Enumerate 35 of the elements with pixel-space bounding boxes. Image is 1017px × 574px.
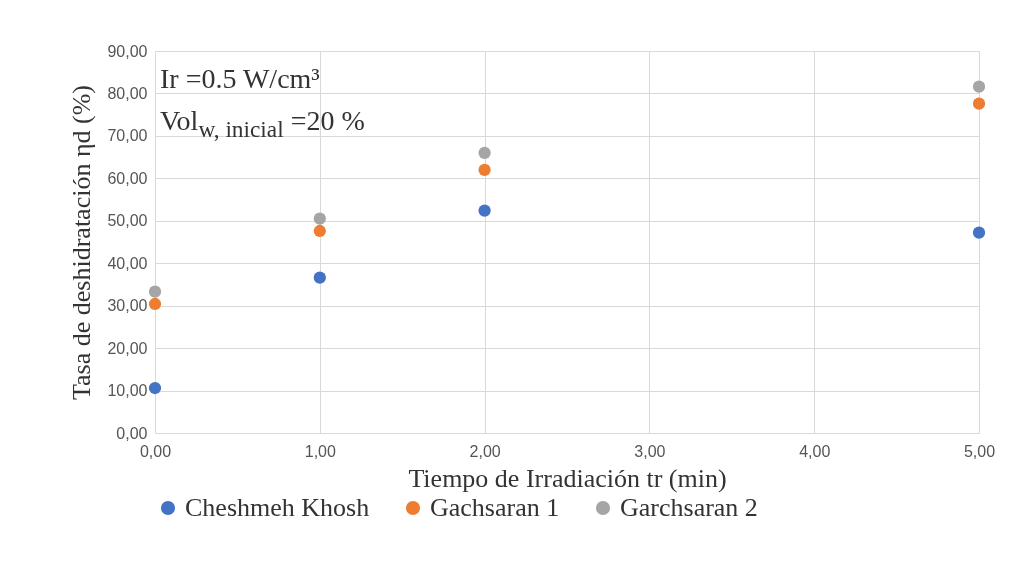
y-tick-label: 30,00 xyxy=(107,297,148,315)
y-tick-label: 20,00 xyxy=(107,339,148,357)
y-tick-label: 90,00 xyxy=(107,42,148,60)
x-tick-label: 3,00 xyxy=(634,442,666,460)
point xyxy=(972,97,986,110)
y-tick-label: 80,00 xyxy=(107,84,148,102)
x-axis-title: Tiempo de Irradiación tr (min) xyxy=(408,463,727,493)
annotation: Ir =0.5 W/cm³ xyxy=(160,62,321,96)
x-tick-label: 0,00 xyxy=(139,442,172,460)
point xyxy=(478,204,491,217)
y-tick-label: 10,00 xyxy=(107,382,148,400)
annotation: Vol$_{w, inicial}$ =20 % xyxy=(160,104,365,144)
point xyxy=(148,297,162,311)
point xyxy=(148,381,162,395)
point xyxy=(478,146,491,159)
point xyxy=(148,285,162,298)
y-tick-label: 60,00 xyxy=(107,169,148,187)
point xyxy=(972,226,986,239)
point xyxy=(478,163,491,176)
point xyxy=(313,212,326,225)
legend-label: Gachsaran 1 xyxy=(430,493,560,522)
x-tick-label: 2,00 xyxy=(469,442,501,460)
y-tick-label: 50,00 xyxy=(107,212,148,230)
y-tick-label: 70,00 xyxy=(107,127,148,145)
legend-label: Cheshmeh Khosh xyxy=(185,493,370,522)
point xyxy=(313,224,326,238)
x-tick-label: 4,00 xyxy=(799,442,831,460)
x-tick-label: 1,00 xyxy=(304,442,336,460)
x-tick-label: 5,00 xyxy=(963,442,996,460)
y-tick-label: 0,00 xyxy=(116,424,148,442)
legend-label: Garchsaran 2 xyxy=(620,493,758,522)
point xyxy=(313,271,326,284)
y-axis-title: Tasa de deshidratación ηd (%) xyxy=(67,85,97,400)
y-tick-label: 40,00 xyxy=(107,254,148,272)
point xyxy=(972,80,986,93)
